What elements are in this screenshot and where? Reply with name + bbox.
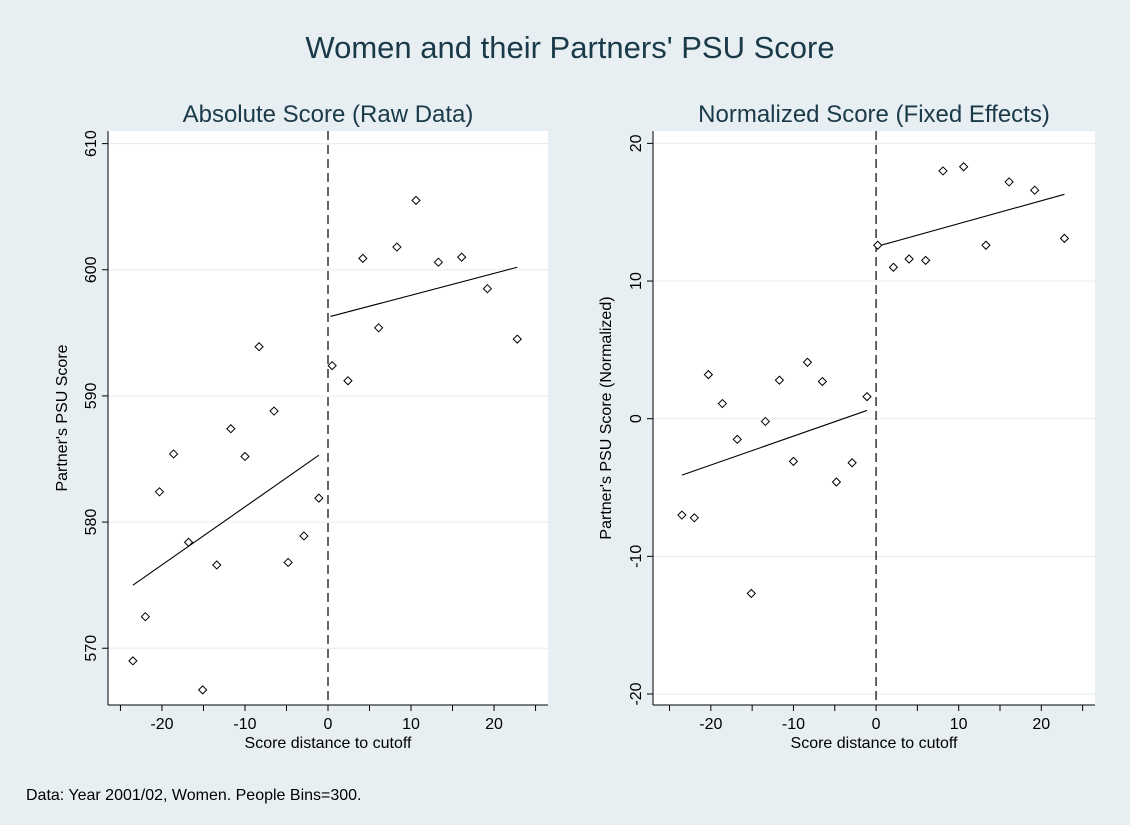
- data-point: [299, 531, 309, 541]
- data-point: [847, 458, 857, 468]
- y-tick-label: 590: [83, 382, 100, 409]
- panel-title: Absolute Score (Raw Data): [183, 101, 474, 128]
- data-point: [904, 254, 914, 264]
- data-point: [240, 451, 250, 462]
- y-tick-label: 570: [83, 635, 100, 662]
- data-point: [732, 434, 742, 445]
- fit-line: [681, 409, 868, 476]
- plot-area: [653, 131, 1095, 705]
- panel-normalized-score: -20 -10 0 10 20 -20 -10 0 10 20 Normalized Score (…: [598, 101, 1095, 752]
- data-point: [283, 557, 293, 568]
- data-point: [802, 357, 813, 367]
- data-point: [411, 195, 421, 206]
- y-tick-label: 0: [628, 414, 645, 423]
- x-tick-label: 0: [324, 716, 333, 733]
- data-point: [888, 262, 899, 272]
- data-point: [226, 424, 236, 434]
- x-tick-label: -10: [782, 716, 805, 733]
- x-tick-label: -20: [699, 716, 722, 733]
- data-point: [456, 252, 467, 262]
- data-point: [703, 369, 714, 380]
- data-point: [920, 255, 931, 266]
- y-axis-label: Partner's PSU Score: [54, 344, 71, 491]
- y-axis-label: Partner's PSU Score (Normalized): [598, 296, 615, 539]
- data-point: [140, 611, 151, 622]
- x-tick-label: -10: [233, 716, 256, 733]
- x-tick-label: 10: [950, 716, 968, 733]
- data-point: [482, 283, 493, 294]
- figure-note: Data: Year 2001/02, Women. People Bins=3…: [26, 787, 362, 804]
- data-point: [433, 257, 444, 267]
- x-tick-label: 10: [402, 716, 420, 733]
- figure-title: Women and their Partners' PSU Score: [305, 30, 834, 65]
- panel-absolute-score: 570 580 590 600 610 -20 -10 0 10 20 Absolute Score…: [54, 101, 548, 752]
- x-axis-label: Score distance to cutoff: [245, 735, 412, 752]
- panel-title: Normalized Score (Fixed Effects): [698, 101, 1050, 128]
- data-point: [981, 240, 991, 250]
- data-point: [760, 416, 771, 427]
- data-point: [168, 449, 179, 459]
- data-point: [269, 406, 279, 416]
- data-point: [154, 487, 165, 497]
- data-point: [183, 537, 194, 547]
- data-point: [358, 253, 368, 264]
- data-point: [689, 513, 700, 523]
- data-point: [327, 360, 337, 371]
- data-point: [512, 334, 522, 344]
- data-point: [788, 456, 799, 467]
- y-tick-label: -20: [628, 682, 645, 705]
- data-point: [254, 342, 264, 352]
- x-tick-label: -20: [150, 716, 173, 733]
- data-point: [958, 162, 969, 172]
- x-tick-label: 20: [1032, 716, 1050, 733]
- data-point: [212, 560, 222, 570]
- x-axis-label: Score distance to cutoff: [791, 735, 958, 752]
- data-point: [717, 398, 728, 409]
- fit-line: [330, 266, 518, 317]
- y-tick-label: 10: [628, 272, 645, 290]
- data-point: [873, 240, 883, 250]
- data-point: [1059, 233, 1070, 244]
- y-tick-label: 600: [83, 256, 100, 283]
- data-point: [197, 685, 208, 695]
- x-tick-label: 0: [872, 716, 881, 733]
- data-point: [817, 376, 828, 387]
- data-point: [128, 656, 138, 666]
- fit-line: [132, 454, 320, 586]
- fit-line: [875, 193, 1065, 248]
- data-point: [373, 323, 384, 333]
- x-tick-label: 20: [485, 716, 503, 733]
- y-tick-label: 580: [83, 509, 100, 536]
- data-point: [774, 375, 785, 385]
- data-point: [677, 510, 687, 520]
- data-point: [938, 166, 948, 176]
- data-point: [314, 493, 324, 503]
- y-tick-label: -10: [628, 545, 645, 568]
- data-point: [746, 588, 757, 599]
- data-point: [1004, 177, 1014, 187]
- data-point: [392, 242, 402, 252]
- data-point: [343, 376, 353, 386]
- y-tick-label: 610: [83, 130, 100, 157]
- data-point: [1029, 185, 1040, 195]
- data-point: [831, 477, 842, 487]
- data-point: [862, 391, 872, 402]
- y-tick-label: 20: [628, 134, 645, 152]
